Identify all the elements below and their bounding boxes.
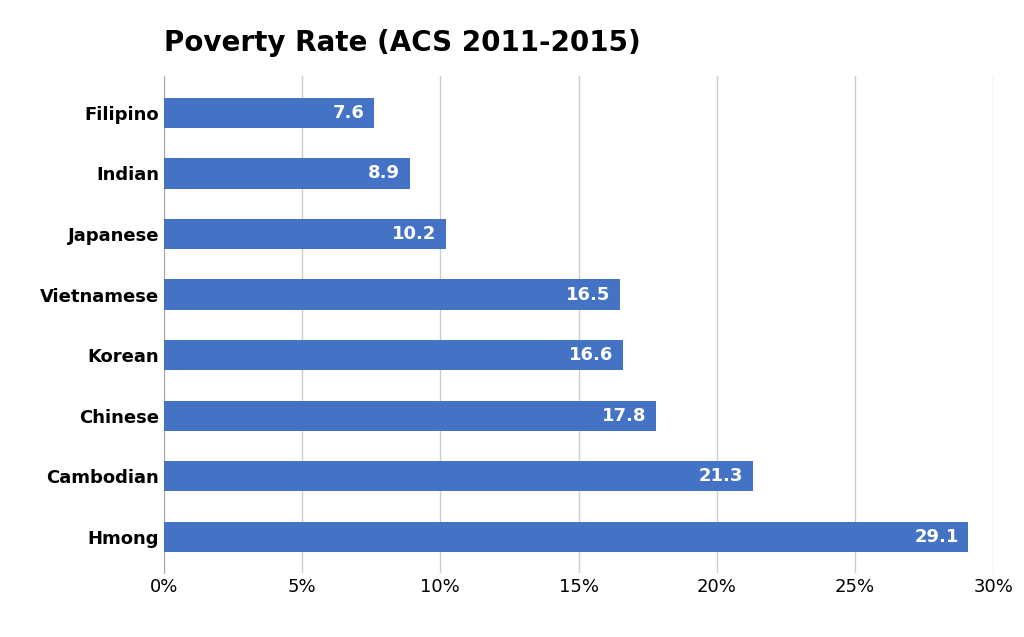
- Bar: [164, 522, 969, 552]
- Text: 7.6: 7.6: [333, 104, 365, 122]
- Text: 10.2: 10.2: [392, 225, 436, 243]
- Bar: [164, 340, 623, 370]
- Text: Poverty Rate (ACS 2011-2015): Poverty Rate (ACS 2011-2015): [164, 29, 641, 57]
- Text: 8.9: 8.9: [369, 164, 400, 182]
- Text: 16.5: 16.5: [566, 285, 610, 304]
- Bar: [164, 280, 620, 310]
- Bar: [164, 219, 445, 249]
- Text: 29.1: 29.1: [914, 528, 958, 546]
- Bar: [164, 461, 753, 492]
- Bar: [164, 97, 374, 128]
- Bar: [164, 158, 410, 189]
- Text: 17.8: 17.8: [602, 407, 646, 425]
- Text: 16.6: 16.6: [568, 346, 613, 364]
- Text: 21.3: 21.3: [698, 468, 743, 485]
- Bar: [164, 401, 656, 431]
